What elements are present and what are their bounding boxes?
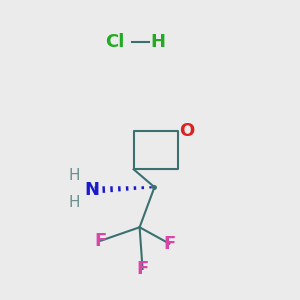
Text: N: N <box>85 181 100 199</box>
Text: F: F <box>136 260 149 278</box>
Text: Cl: Cl <box>105 32 124 50</box>
Text: F: F <box>163 235 176 253</box>
Text: F: F <box>95 232 107 250</box>
Text: O: O <box>179 122 195 140</box>
Text: H: H <box>68 194 80 209</box>
Text: H: H <box>150 32 165 50</box>
Text: H: H <box>68 168 80 183</box>
